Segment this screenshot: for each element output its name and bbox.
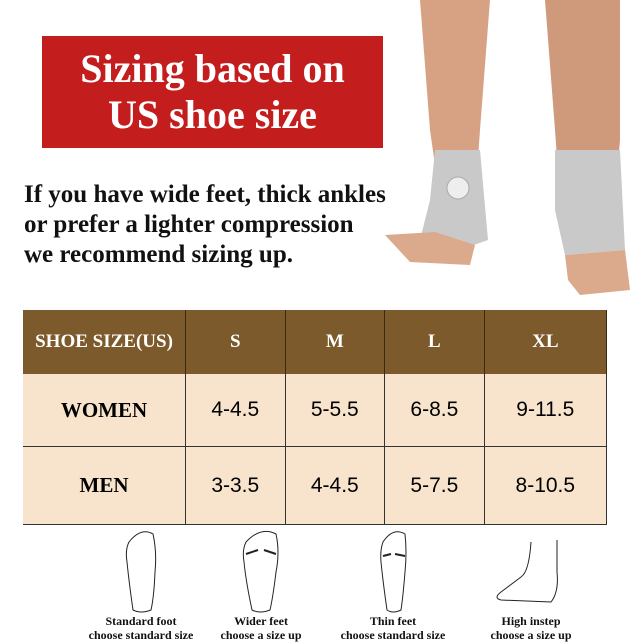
cell: 5-7.5 — [384, 446, 485, 525]
header-shoe-size: SHOE SIZE(US) — [23, 310, 186, 374]
banner-line-1: Sizing based on — [80, 46, 345, 91]
foot-advice: choose a size up — [490, 628, 572, 642]
note-line-1: If you have wide feet, thick ankles — [24, 181, 386, 208]
note-line-2: or prefer a lighter compression — [24, 211, 354, 238]
size-chart-table: SHOE SIZE(US) S M L XL WOMEN 4-4.5 5-5.5… — [23, 310, 608, 525]
foot-title: Thin feet — [369, 614, 417, 628]
header-xl: XL — [484, 310, 608, 374]
thin-foot-icon — [380, 531, 407, 613]
header-s: S — [185, 310, 286, 374]
cell: 9-11.5 — [484, 374, 608, 447]
header-l: L — [384, 310, 485, 374]
banner-line-2: US shoe size — [108, 92, 317, 137]
row-label: WOMEN — [23, 374, 186, 447]
table-header-row: SHOE SIZE(US) S M L XL — [23, 310, 608, 374]
wider-foot-icon — [242, 530, 279, 613]
foot-wider: Wider feet choose a size up — [186, 522, 336, 642]
foot-thin: Thin feet choose standard size — [318, 522, 468, 642]
note-line-3: we recommend sizing up. — [24, 241, 293, 268]
row-label: MEN — [23, 446, 186, 525]
foot-title: Standard foot — [105, 614, 177, 628]
foot-advice: choose standard size — [88, 628, 194, 642]
foot-advice: choose standard size — [340, 628, 446, 642]
sizing-note: If you have wide feet, thick ankles or p… — [24, 180, 386, 270]
high-instep-foot-icon — [496, 540, 558, 603]
cell: 4-4.5 — [285, 446, 386, 525]
cell: 3-3.5 — [185, 446, 286, 525]
table-row-men: MEN 3-3.5 4-4.5 5-7.5 8-10.5 — [23, 446, 608, 525]
header-m: M — [285, 310, 386, 374]
foot-types: Standard foot choose standard size Wider… — [0, 522, 640, 642]
foot-standard: Standard foot choose standard size — [66, 522, 216, 642]
cell: 5-5.5 — [285, 374, 386, 447]
cell: 6-8.5 — [384, 374, 485, 447]
standard-foot-icon — [125, 531, 157, 613]
cell: 8-10.5 — [484, 446, 608, 525]
cell: 4-4.5 — [185, 374, 286, 447]
foot-high-instep: High instep choose a size up — [456, 522, 606, 642]
foot-advice: choose a size up — [220, 628, 302, 642]
legs-with-ankle-sleeves-photo — [385, 0, 630, 295]
table-row-women: WOMEN 4-4.5 5-5.5 6-8.5 9-11.5 — [23, 374, 608, 447]
foot-title: High instep — [501, 614, 561, 628]
title-banner: Sizing based on US shoe size — [42, 36, 383, 148]
foot-title: Wider feet — [234, 614, 288, 628]
